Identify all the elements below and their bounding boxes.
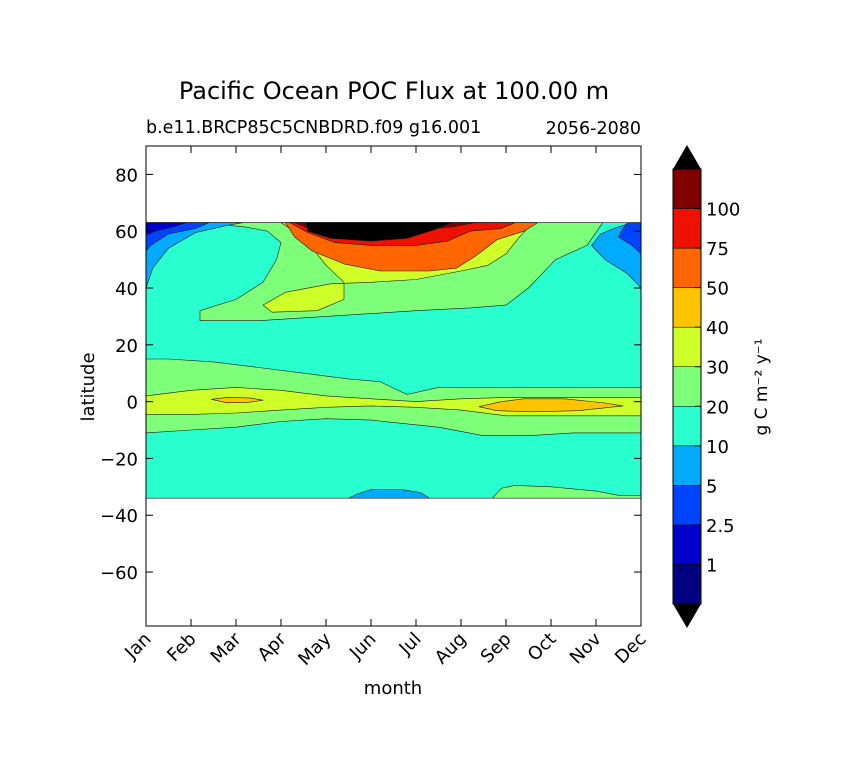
y-tick-label: 40	[115, 279, 138, 300]
x-tick-label: Jun	[345, 629, 380, 664]
x-axis-label: month	[364, 678, 422, 699]
band-5-10-northwest-jan	[146, 222, 244, 289]
x-tick-label: Mar	[207, 628, 246, 667]
y-tick-label: −20	[100, 449, 138, 470]
y-tick-label: 0	[127, 393, 138, 414]
colorbar-segment	[672, 524, 702, 565]
y-axis-label: latitude	[78, 352, 99, 421]
band-20-30-equatorial	[146, 358, 641, 437]
band-20-30-south-sep	[492, 485, 641, 499]
y-tick-label: −40	[100, 506, 138, 527]
x-tick-label: Aug	[431, 629, 471, 669]
colorbar-segment	[672, 366, 702, 407]
x-tick-label: Sep	[477, 629, 516, 668]
colorbar-segment	[672, 247, 702, 288]
colorbar-tick-label: 10	[706, 437, 729, 458]
colorbar-segment	[672, 287, 702, 328]
colorbar-frame	[672, 168, 702, 605]
colorbar-segment	[672, 406, 702, 447]
y-tick-label: −60	[100, 563, 138, 584]
y-tick-label: 80	[115, 165, 138, 186]
colorbar-tick-label: 1	[706, 555, 717, 576]
colorbar-tick-label: 2.5	[706, 516, 735, 537]
band-2.5-5-northeast-dec	[618, 222, 641, 255]
colorbar-tick-label: 30	[706, 358, 729, 379]
x-tick-label: May	[294, 628, 335, 669]
chart-title: Pacific Ocean POC Flux at 100.00 m	[179, 77, 609, 105]
colorbar-segment	[672, 168, 702, 209]
x-tick-label: Apr	[254, 628, 291, 665]
x-tick-label: Jul	[395, 629, 426, 660]
chart-subtitle-left: b.e11.BRCP85C5CNBDRD.f09 g16.001	[146, 118, 481, 138]
contour-bands	[146, 222, 641, 499]
colorbar-segment	[672, 208, 702, 249]
colorbar-tick-label: 40	[706, 318, 729, 339]
colorbar-tick-label: 50	[706, 279, 729, 300]
x-tick-label: Dec	[611, 629, 650, 668]
colorbar-segment	[672, 445, 702, 486]
colorbar-segment	[672, 326, 702, 367]
band-40-50-equatorial-oct	[478, 398, 624, 413]
colorbar-tick-label: 5	[706, 476, 717, 497]
colorbar-tick-label: 20	[706, 397, 729, 418]
band-40-50-equatorial-mar	[211, 397, 264, 404]
x-tick-label: Feb	[163, 629, 200, 666]
y-tick-label: 60	[115, 222, 138, 243]
y-axis: 80 60 40 20 0 −20 −40 −60	[100, 165, 641, 584]
colorbar-tick-label: 100	[706, 200, 740, 221]
x-tick-label: Jan	[120, 629, 155, 664]
colorbar-segment	[672, 485, 702, 526]
x-tick-label: Nov	[566, 628, 606, 668]
colorbar-under-arrow	[673, 604, 701, 628]
colorbar-over-arrow	[673, 145, 701, 169]
x-tick-label: Oct	[524, 629, 561, 666]
plot-frame	[145, 145, 642, 627]
band-over-max-june	[305, 222, 453, 242]
band-5-10-south-jun	[348, 489, 430, 499]
plot-area	[146, 146, 641, 626]
colorbar-tick-label: 75	[706, 239, 729, 260]
chart-subtitle-right: 2056-2080	[546, 119, 641, 139]
colorbar-segment	[672, 564, 702, 605]
colorbar: 1 2.5 5 10 20 30 40 50 75 100	[672, 145, 740, 628]
colorbar-label: g C m⁻² y⁻¹	[752, 338, 772, 435]
y-tick-label: 20	[115, 336, 138, 357]
band-1-2.5-northwest-jan	[146, 222, 187, 236]
